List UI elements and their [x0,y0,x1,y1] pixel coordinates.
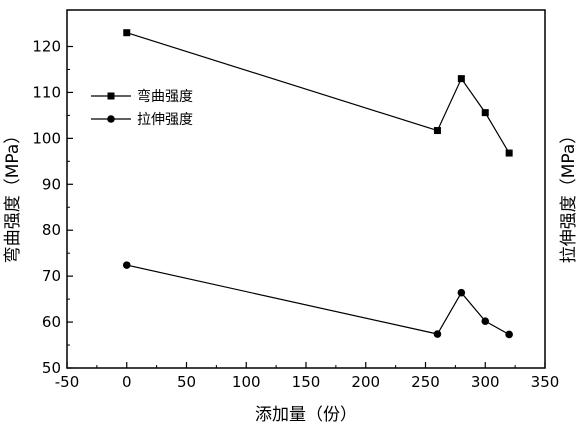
data-point [457,288,466,297]
y-tick-label: 70 [42,267,61,285]
x-tick-label: 100 [232,373,261,391]
legend-label: 拉伸强度 [137,112,193,128]
x-tick-label: 350 [531,373,560,391]
legend-marker [107,92,115,100]
x-tick-label: 300 [471,373,500,391]
data-point [433,330,442,338]
x-tick-label: -50 [55,373,80,391]
y2-axis-label: 拉伸强度（MPa） [559,127,579,264]
legend-label: 弯曲强度 [137,88,193,105]
x-tick-label: 150 [292,373,321,391]
data-point [481,109,489,117]
y-tick-label: 80 [42,221,61,239]
data-point [481,317,490,325]
x-tick-label: 250 [411,373,440,391]
legend-item: 拉伸强度 [91,112,193,128]
data-point [457,75,465,83]
series-1 [123,29,513,157]
y-axis-label: 弯曲强度（MPa） [3,127,23,264]
data-point [433,127,441,135]
series-2 [122,261,513,339]
data-point [505,330,513,339]
y-tick-label: 100 [32,129,61,147]
data-point [122,261,131,269]
legend-item: 弯曲强度 [91,88,193,105]
legend-marker [107,115,115,123]
x-tick-label: 0 [122,373,132,391]
x-tick-label: 50 [177,373,196,391]
data-point [505,149,513,157]
y-tick-label: 90 [42,175,61,193]
x-axis-ticks: -50 0 50 100 150 200 250 300 350 [55,362,560,391]
data-point [123,29,131,37]
y-tick-label: 120 [32,38,61,56]
y-tick-label: 60 [42,313,61,331]
x-tick-label: 200 [351,373,380,391]
y-axis-ticks: 50 60 70 80 90 100 110 120 [32,38,73,377]
y-tick-label: 50 [42,359,61,377]
plot-frame [66,9,546,369]
x-axis-label: 添加量（份） [255,405,357,425]
series-line [126,264,510,335]
series-layer [122,29,513,339]
y-tick-label: 110 [32,83,61,101]
